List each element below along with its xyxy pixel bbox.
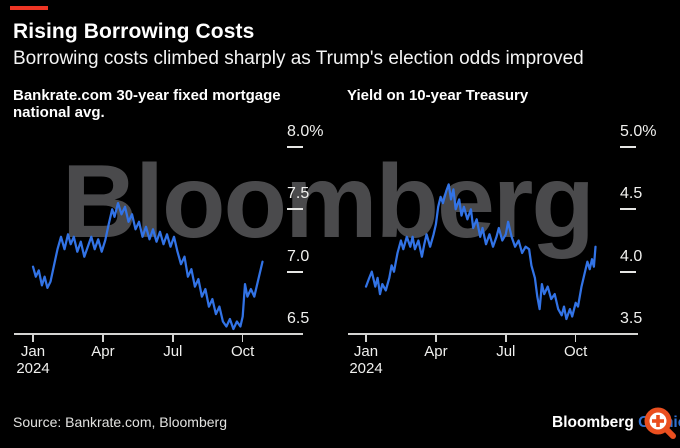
y-axis-tick bbox=[620, 146, 636, 148]
x-axis-tick bbox=[435, 334, 437, 342]
source-note: Source: Bankrate.com, Bloomberg bbox=[13, 414, 227, 430]
x-axis-label: Apr bbox=[91, 343, 115, 360]
magnifier-glyph bbox=[644, 407, 676, 439]
y-axis-label: 3.5 bbox=[620, 310, 643, 327]
treasury-chart-title: Yield on 10-year Treasury bbox=[347, 87, 529, 104]
y-axis-label: 8.0% bbox=[287, 123, 324, 140]
x-axis-line bbox=[14, 333, 303, 335]
x-axis-tick bbox=[574, 334, 577, 342]
x-axis-label: Jan 2024 bbox=[349, 343, 383, 377]
bloomberg-watermark: Bloomberg bbox=[62, 144, 595, 260]
x-axis-tick bbox=[102, 334, 104, 342]
y-axis-tick bbox=[620, 270, 636, 273]
x-axis-label: Apr bbox=[424, 343, 448, 360]
y-axis-tick bbox=[287, 270, 303, 273]
x-axis-label: Oct bbox=[564, 343, 588, 360]
y-axis-label: 4.0 bbox=[620, 247, 643, 265]
y-axis-label: 5.0% bbox=[620, 123, 657, 140]
x-axis-label: Jul bbox=[496, 343, 516, 360]
mortgage-chart-title: Bankrate.com 30-year fixed mortgage nati… bbox=[13, 87, 281, 121]
page-subtitle: Borrowing costs climbed sharply as Trump… bbox=[13, 48, 584, 69]
x-axis-tick bbox=[172, 334, 174, 342]
y-axis-label: 6.5 bbox=[287, 310, 310, 327]
x-axis-tick bbox=[365, 334, 367, 342]
x-axis-tick bbox=[505, 334, 507, 342]
x-axis-label: Oct bbox=[231, 343, 255, 360]
x-axis-line bbox=[348, 333, 638, 335]
accent-bar bbox=[10, 6, 48, 10]
x-axis-tick bbox=[32, 334, 34, 342]
y-axis-tick bbox=[620, 208, 636, 211]
magnifier-icon[interactable] bbox=[640, 403, 680, 443]
x-axis-label: Jul bbox=[163, 343, 183, 360]
x-axis-label: Jan 2024 bbox=[16, 343, 50, 377]
logo-bloomberg: Bloomberg bbox=[552, 414, 634, 431]
x-axis-tick bbox=[241, 334, 244, 342]
y-axis-label: 4.5 bbox=[620, 185, 643, 203]
page-title: Rising Borrowing Costs bbox=[13, 20, 255, 43]
